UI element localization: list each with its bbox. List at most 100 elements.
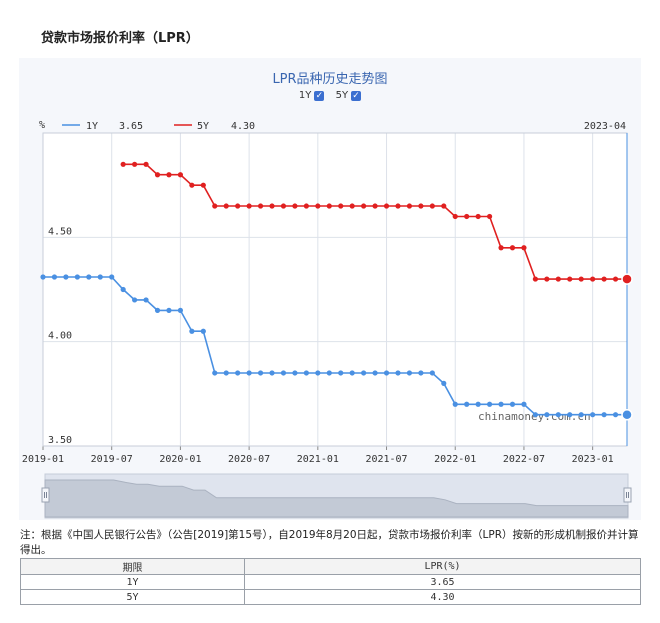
data-point-5y[interactable] bbox=[612, 276, 619, 282]
data-point-5y[interactable] bbox=[418, 203, 424, 209]
data-point-1y[interactable] bbox=[406, 370, 413, 376]
zoom-handle-right[interactable] bbox=[623, 487, 632, 503]
data-point-5y[interactable] bbox=[509, 245, 516, 251]
data-point-1y[interactable] bbox=[372, 370, 378, 376]
data-point-5y[interactable] bbox=[452, 213, 458, 220]
data-point-1y[interactable] bbox=[326, 370, 332, 376]
data-point-1y[interactable] bbox=[590, 412, 596, 418]
data-point-5y[interactable] bbox=[441, 203, 447, 209]
data-point-5y[interactable] bbox=[429, 203, 435, 209]
data-point-1y[interactable] bbox=[235, 370, 241, 376]
data-point-5y[interactable] bbox=[590, 276, 596, 282]
data-point-1y[interactable] bbox=[601, 412, 607, 418]
data-point-5y-current[interactable] bbox=[621, 273, 633, 285]
data-point-1y[interactable] bbox=[315, 370, 321, 376]
data-point-5y[interactable] bbox=[257, 203, 264, 209]
data-point-1y[interactable] bbox=[166, 307, 172, 313]
data-point-5y[interactable] bbox=[567, 276, 573, 282]
data-point-1y[interactable] bbox=[63, 274, 69, 280]
data-point-5y[interactable] bbox=[189, 182, 195, 188]
data-point-1y[interactable] bbox=[109, 274, 115, 280]
data-point-5y[interactable] bbox=[383, 203, 390, 209]
data-point-1y[interactable] bbox=[120, 286, 126, 293]
data-point-5y[interactable] bbox=[292, 203, 298, 209]
data-point-1y[interactable] bbox=[521, 401, 527, 407]
data-point-1y[interactable] bbox=[361, 370, 367, 376]
data-point-1y[interactable] bbox=[257, 370, 264, 376]
data-point-1y[interactable] bbox=[303, 370, 309, 376]
data-point-5y[interactable] bbox=[544, 276, 550, 282]
data-point-1y[interactable] bbox=[532, 412, 538, 418]
data-point-1y[interactable] bbox=[154, 307, 161, 313]
data-point-5y[interactable] bbox=[177, 172, 184, 178]
data-point-1y[interactable] bbox=[464, 401, 470, 407]
data-point-1y[interactable] bbox=[349, 370, 355, 376]
data-point-1y[interactable] bbox=[132, 297, 138, 303]
data-point-5y[interactable] bbox=[578, 276, 584, 282]
data-point-5y[interactable] bbox=[372, 203, 378, 209]
data-point-1y[interactable] bbox=[612, 412, 619, 418]
data-point-1y[interactable] bbox=[418, 370, 424, 376]
data-point-1y[interactable] bbox=[509, 401, 516, 407]
data-point-5y[interactable] bbox=[120, 161, 126, 167]
data-point-1y[interactable] bbox=[246, 370, 252, 376]
data-point-1y-current[interactable] bbox=[621, 408, 633, 421]
data-point-5y[interactable] bbox=[601, 276, 607, 282]
data-point-1y[interactable] bbox=[395, 370, 401, 376]
data-point-5y[interactable] bbox=[326, 203, 332, 209]
data-point-5y[interactable] bbox=[532, 276, 538, 282]
zoom-handle-left[interactable] bbox=[41, 487, 50, 503]
data-point-1y[interactable] bbox=[51, 274, 58, 280]
data-point-1y[interactable] bbox=[578, 412, 584, 418]
data-point-5y[interactable] bbox=[235, 203, 241, 209]
data-point-5y[interactable] bbox=[223, 203, 229, 209]
data-point-1y[interactable] bbox=[338, 370, 344, 376]
data-point-5y[interactable] bbox=[555, 276, 561, 282]
toggle-5y-checkbox[interactable]: ✓ bbox=[351, 90, 362, 101]
data-point-5y[interactable] bbox=[498, 245, 504, 251]
data-point-1y[interactable] bbox=[143, 297, 149, 303]
data-point-1y[interactable] bbox=[498, 401, 504, 407]
data-point-5y[interactable] bbox=[166, 172, 172, 178]
data-point-5y[interactable] bbox=[521, 245, 527, 251]
data-point-5y[interactable] bbox=[154, 172, 161, 178]
data-point-5y[interactable] bbox=[200, 182, 206, 188]
data-point-1y[interactable] bbox=[292, 370, 298, 376]
data-point-5y[interactable] bbox=[269, 203, 275, 209]
data-point-5y[interactable] bbox=[143, 161, 149, 167]
data-point-1y[interactable] bbox=[86, 274, 92, 280]
data-point-5y[interactable] bbox=[349, 203, 355, 209]
data-point-1y[interactable] bbox=[212, 370, 218, 376]
data-point-1y[interactable] bbox=[189, 328, 195, 334]
data-point-1y[interactable] bbox=[441, 380, 447, 386]
data-point-1y[interactable] bbox=[40, 274, 46, 280]
data-point-5y[interactable] bbox=[303, 203, 309, 209]
data-point-5y[interactable] bbox=[338, 203, 344, 209]
data-point-5y[interactable] bbox=[212, 203, 218, 209]
data-point-5y[interactable] bbox=[280, 203, 287, 209]
data-point-1y[interactable] bbox=[383, 370, 390, 376]
data-point-1y[interactable] bbox=[452, 401, 458, 407]
data-point-1y[interactable] bbox=[544, 412, 550, 418]
data-point-1y[interactable] bbox=[97, 274, 103, 280]
data-point-1y[interactable] bbox=[280, 370, 287, 376]
data-point-5y[interactable] bbox=[246, 203, 252, 209]
data-point-1y[interactable] bbox=[177, 307, 184, 313]
data-point-1y[interactable] bbox=[567, 412, 573, 418]
data-point-5y[interactable] bbox=[406, 203, 413, 209]
data-point-1y[interactable] bbox=[486, 401, 493, 407]
toggle-1y-checkbox[interactable]: ✓ bbox=[314, 90, 325, 101]
data-point-5y[interactable] bbox=[132, 161, 138, 167]
toggle-5y[interactable]: 5Y ✓ bbox=[336, 90, 362, 101]
toggle-1y[interactable]: 1Y ✓ bbox=[299, 90, 325, 101]
data-point-1y[interactable] bbox=[200, 328, 206, 334]
data-point-5y[interactable] bbox=[361, 203, 367, 209]
data-point-1y[interactable] bbox=[555, 412, 561, 418]
data-point-1y[interactable] bbox=[269, 370, 275, 376]
data-point-5y[interactable] bbox=[315, 203, 321, 209]
data-point-1y[interactable] bbox=[475, 401, 481, 407]
data-point-5y[interactable] bbox=[395, 203, 401, 209]
data-point-1y[interactable] bbox=[223, 370, 229, 376]
data-point-5y[interactable] bbox=[486, 213, 493, 220]
data-point-5y[interactable] bbox=[464, 213, 470, 220]
